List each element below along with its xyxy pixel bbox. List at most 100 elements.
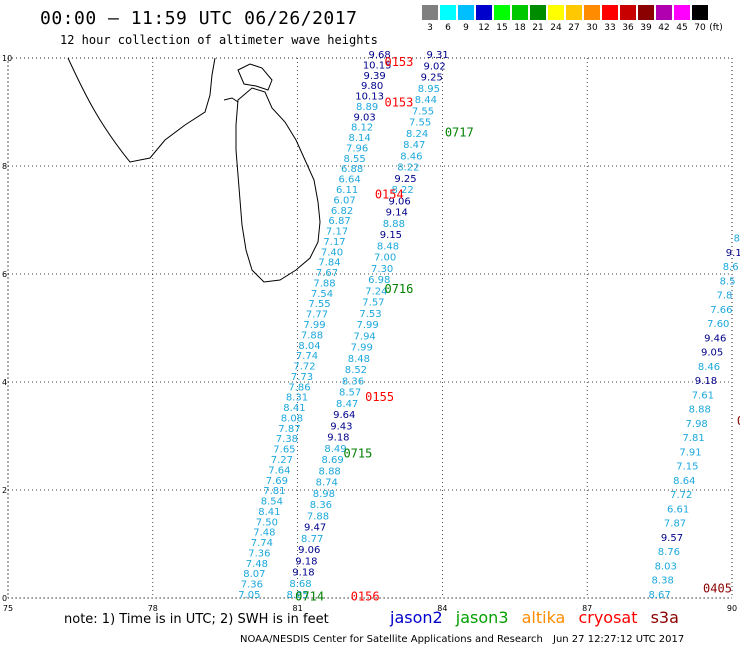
wave-height-value: 6.11 <box>336 185 358 196</box>
wave-height-value: 8.68 <box>289 579 311 590</box>
wave-height-value: 7.00 <box>374 253 396 264</box>
wave-height-value: 6.64 <box>338 175 360 186</box>
pass-time-label: 0717 <box>445 125 474 139</box>
wave-height-value: 7.88 <box>307 511 329 522</box>
wave-height-value: 9.02 <box>424 61 446 72</box>
wave-height-value: 6.07 <box>333 195 355 206</box>
wave-height-value: 8.6 <box>723 262 739 273</box>
legend-label: 33 <box>604 23 616 33</box>
legend-swatch <box>548 5 564 20</box>
wave-height-value: 7.81 <box>263 486 285 497</box>
wave-height-value: 8.07 <box>243 569 265 580</box>
pass-time-label: 0 <box>737 414 740 428</box>
wave-height-value: 7.67 <box>316 268 338 279</box>
legend-swatch <box>476 5 492 20</box>
lon-tick-label: 84 <box>437 604 447 613</box>
mission-legend: jason2 jason3 altika cryosat s3a <box>390 608 687 627</box>
wave-height-value: 8 <box>734 234 740 245</box>
wave-height-value: 9.31 <box>426 50 448 61</box>
wave-height-value: 8.24 <box>406 129 428 140</box>
wave-height-value: 8.31 <box>286 393 308 404</box>
credit-line: NOAA/NESDIS Center for Satellite Applica… <box>240 634 543 645</box>
wave-height-value: 10.15 <box>363 60 392 71</box>
wave-height-value: 8.36 <box>342 376 364 387</box>
wave-height-value: 9.15 <box>380 230 402 241</box>
wave-height-value: 7.50 <box>256 517 278 528</box>
wave-height-value: 7.40 <box>321 247 343 258</box>
wave-height-value: 9.43 <box>330 421 352 432</box>
wave-height-value: 8.67 <box>648 590 670 601</box>
wave-height-value: 8.22 <box>397 163 419 174</box>
lat-tick-label: 8 <box>2 162 7 171</box>
legend-label: 39 <box>640 23 652 33</box>
wave-height-value: 7.74 <box>251 538 273 549</box>
wave-height-value: 9.57 <box>661 533 683 544</box>
wave-height-value: 9.06 <box>389 196 411 207</box>
wave-height-value: 9.18 <box>327 433 349 444</box>
lon-tick-label: 78 <box>148 604 158 613</box>
legend-label: 24 <box>550 23 562 33</box>
mission-cryosat: cryosat <box>578 608 638 627</box>
wave-height-value: 8.47 <box>336 399 358 410</box>
wave-height-value: 8.41 <box>283 403 305 414</box>
wave-height-value: 8.04 <box>298 341 320 352</box>
wave-height-value: 7.66 <box>710 305 732 316</box>
wave-height-value: 8.03 <box>655 561 677 572</box>
legend-swatch <box>584 5 600 20</box>
wave-height-value: 9.05 <box>701 348 723 359</box>
wave-height-value: 7.65 <box>273 445 295 456</box>
wave-height-value: 9.68 <box>369 50 391 61</box>
wave-height-value: 8.85 <box>286 590 308 601</box>
wave-height-value: 9.18 <box>295 556 317 567</box>
legend-label: 30 <box>586 23 598 33</box>
wave-height-value: 8.74 <box>316 478 338 489</box>
legend-swatch <box>692 5 708 20</box>
map-title: 00:00 – 11:59 UTC 06/26/2017 <box>40 8 358 29</box>
wave-height-value: 6.98 <box>368 275 390 286</box>
wave-height-value: 7.72 <box>670 490 692 501</box>
wave-height-value: 8.14 <box>348 133 370 144</box>
legend-label: 6 <box>445 23 451 33</box>
wave-height-value: 8.52 <box>345 365 367 376</box>
wave-height-value: 7.48 <box>253 528 275 539</box>
lat-tick-label: 4 <box>2 378 7 387</box>
legend-label: 42 <box>658 23 670 33</box>
wave-height-value: 7.94 <box>354 331 376 342</box>
sri-lanka-coastline <box>67 57 321 283</box>
wave-height-value: 7.36 <box>248 548 270 559</box>
wave-height-value: 6.88 <box>341 164 363 175</box>
wave-height-value: 7.48 <box>246 559 268 570</box>
pass-time-label: 0153 <box>384 55 413 69</box>
wave-height-value: 7.57 <box>362 298 384 309</box>
jaffna-peninsula <box>237 63 273 91</box>
legend-label: 12 <box>478 23 490 33</box>
pass-time-label: 0153 <box>384 96 413 110</box>
wave-height-value: 7.55 <box>412 106 434 117</box>
wave-height-value: 8.89 <box>356 102 378 113</box>
wave-height-value: 9.80 <box>361 81 383 92</box>
wave-height-value: 7.77 <box>306 310 328 321</box>
wave-height-value: 7.30 <box>371 264 393 275</box>
wave-height-value: 7.91 <box>679 447 701 458</box>
wave-height-value: 10.13 <box>355 92 384 103</box>
legend-swatch <box>530 5 546 20</box>
pass-time-label: 0715 <box>343 447 372 461</box>
legend-swatch <box>512 5 528 20</box>
wave-height-value: 7.61 <box>692 390 714 401</box>
wave-height-value: 8.88 <box>383 219 405 230</box>
wave-height-value: 7.55 <box>308 299 330 310</box>
wave-height-value: 8.57 <box>339 388 361 399</box>
legend-swatch <box>566 5 582 20</box>
wave-height-value: 8.55 <box>343 154 365 165</box>
pass-time-labels: 0153 0153 0717 0154 0716 0155 0715 0714 0156 0405… <box>295 55 740 604</box>
lat-tick-label: 10 <box>2 54 12 63</box>
legend-swatch <box>440 5 456 20</box>
legend-swatch <box>494 5 510 20</box>
legend-swatch <box>638 5 654 20</box>
wave-height-value: 7.86 <box>288 382 310 393</box>
wave-height-value: 7.27 <box>271 455 293 466</box>
legend-swatch <box>422 5 438 20</box>
wave-height-value: 7.88 <box>301 330 323 341</box>
wave-height-value: 8.36 <box>310 500 332 511</box>
